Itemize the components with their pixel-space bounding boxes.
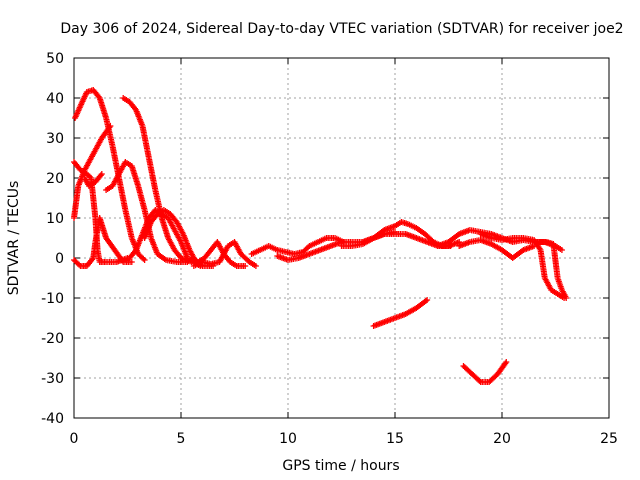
data-point [424, 297, 431, 303]
series-arc-e [81, 171, 105, 189]
chart-title: Day 306 of 2024, Sidereal Day-to-day VTE… [60, 21, 623, 37]
series-arc-c [71, 123, 114, 221]
marks-layer [71, 87, 570, 385]
series-arc-i [141, 207, 217, 269]
data-point [141, 257, 148, 263]
data-point [119, 257, 126, 264]
y-tick-label: 40 [46, 91, 64, 107]
x-tick-label: 25 [600, 431, 618, 447]
y-tick-label: -30 [41, 371, 64, 387]
y-tick-label: -40 [41, 411, 64, 427]
series-arc-g [120, 95, 195, 265]
y-tick-label: 30 [46, 131, 64, 147]
series-arc-a [72, 87, 148, 263]
series-arc-o [359, 231, 463, 249]
data-point [502, 360, 509, 367]
data-point [98, 171, 105, 177]
series-arc-u [531, 239, 570, 301]
data-point [558, 247, 565, 253]
x-tick-label: 15 [386, 431, 404, 447]
y-tick-label: 10 [46, 211, 64, 227]
y-tick-label: 0 [55, 251, 64, 267]
x-tick-label: 0 [70, 431, 79, 447]
data-point [97, 172, 104, 179]
ticks-layer: 0 5 10 15 20 25 -40 -30 -20 -10 0 10 20 30 40 50 [41, 51, 618, 447]
data-point [252, 263, 259, 269]
y-axis-label: SDTVAR / TECUs [6, 181, 22, 296]
series-arc-p [370, 297, 431, 329]
data-point [422, 298, 429, 304]
series-arc-s [456, 237, 538, 261]
data-point [242, 263, 249, 269]
data-point [563, 295, 570, 301]
series-arc-q [460, 359, 510, 385]
data-point [128, 259, 135, 265]
data-point [107, 123, 114, 129]
y-tick-label: 50 [46, 51, 64, 67]
y-tick-label: -20 [41, 331, 64, 347]
data-point [140, 255, 147, 262]
series-arc-d [71, 215, 135, 269]
data-point [76, 261, 83, 268]
series-arc-k [190, 239, 259, 269]
grid-layer [74, 58, 609, 418]
data-point [89, 256, 96, 263]
data-point [476, 377, 483, 384]
plot-frame [73, 57, 610, 419]
x-tick-label: 5 [177, 431, 186, 447]
y-tick-label: 20 [46, 171, 64, 187]
data-point [106, 124, 113, 131]
series-arc-j [188, 239, 249, 269]
series-arc-l [248, 235, 347, 257]
x-tick-label: 10 [279, 431, 297, 447]
y-tick-label: -10 [41, 291, 64, 307]
x-axis-label: GPS time / hours [282, 458, 399, 474]
data-point [503, 359, 510, 365]
x-tick-label: 20 [493, 431, 511, 447]
